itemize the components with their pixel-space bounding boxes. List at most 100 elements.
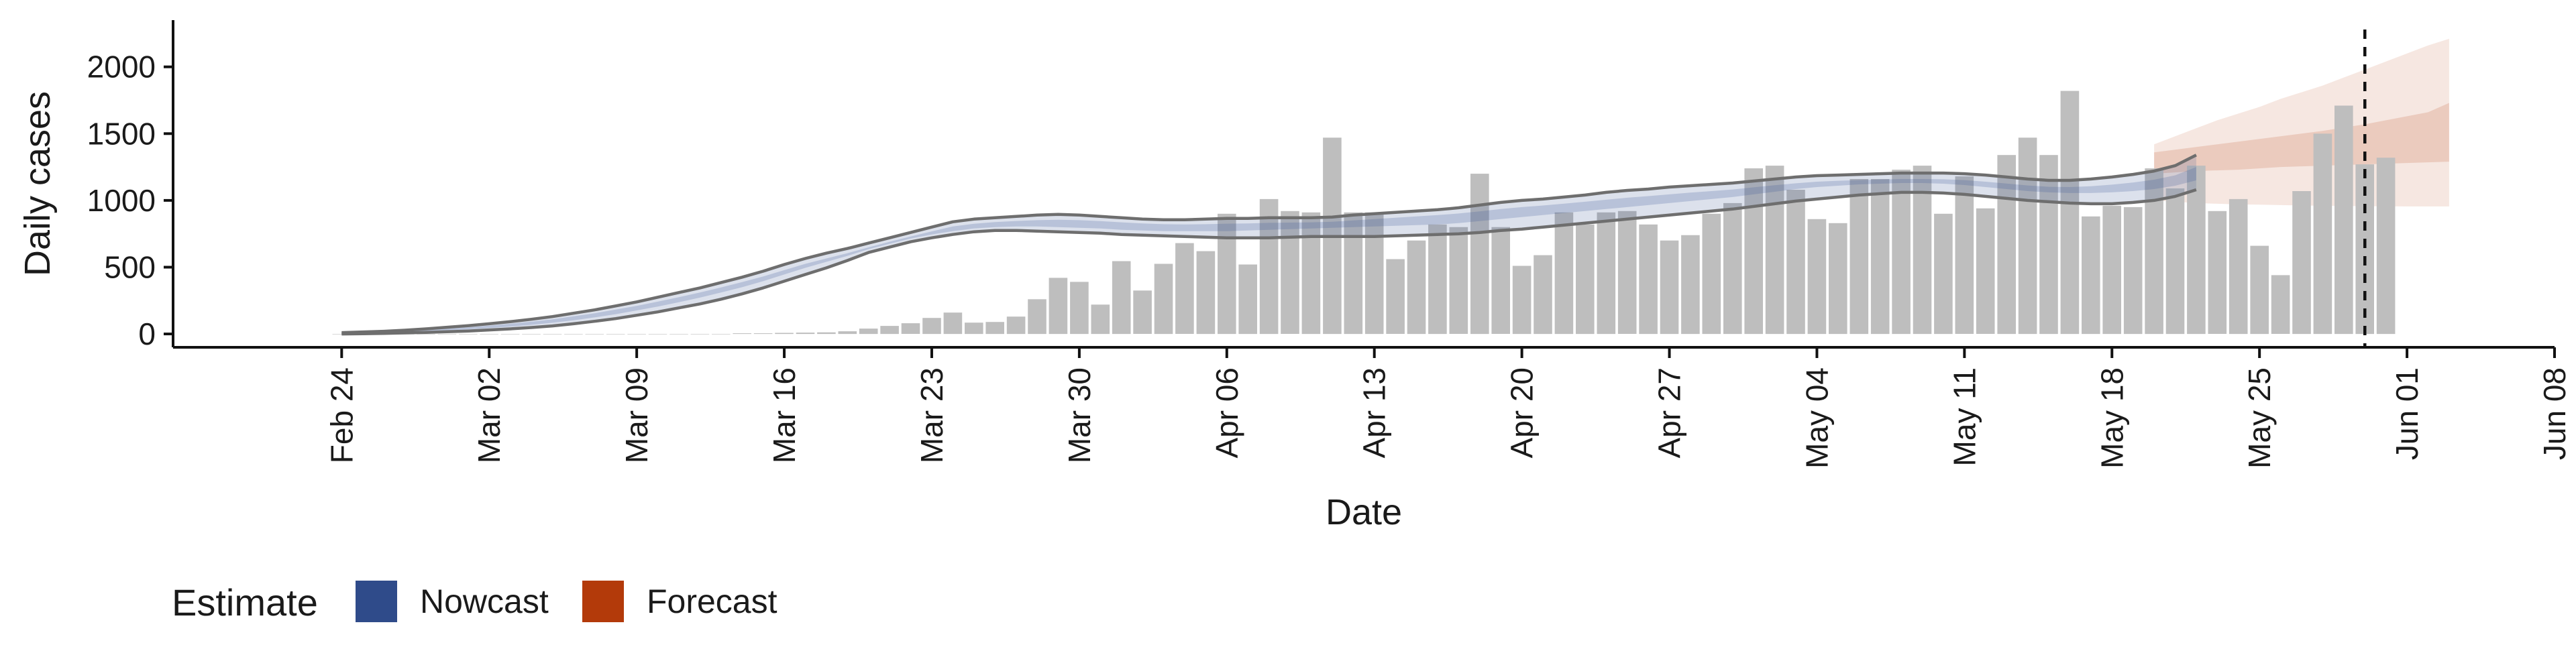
case-bar xyxy=(1428,224,1447,335)
case-bar xyxy=(2082,216,2100,335)
case-bar xyxy=(522,334,541,335)
legend-title: Estimate xyxy=(172,581,318,624)
case-bar xyxy=(1723,202,1742,335)
case-bar xyxy=(1702,213,1721,335)
case-bar xyxy=(1281,211,1299,334)
case-bar xyxy=(2229,198,2248,335)
x-tick-label: Mar 09 xyxy=(619,367,654,463)
legend-key-nowcast xyxy=(356,581,397,622)
case-bar xyxy=(943,312,963,335)
x-tick-label: May 18 xyxy=(2094,367,2129,469)
case-bar xyxy=(459,334,478,335)
case-bar xyxy=(1028,299,1046,335)
case-bar xyxy=(1259,198,1279,335)
case-bar xyxy=(2123,207,2143,335)
case-bar xyxy=(1218,213,1236,335)
legend-label: Forecast xyxy=(647,583,777,620)
case-bar xyxy=(838,331,857,335)
case-bar xyxy=(901,323,920,334)
case-bar xyxy=(1870,179,1890,335)
case-bar xyxy=(753,333,773,335)
case-bar xyxy=(1238,264,1257,335)
case-bar xyxy=(1049,278,1068,335)
case-bar xyxy=(2187,166,2206,335)
case-bar xyxy=(1934,213,1953,335)
case-bar xyxy=(1133,290,1152,334)
case-bar xyxy=(1976,208,1995,334)
case-bar xyxy=(1554,212,1574,335)
case-bar xyxy=(1765,166,1784,335)
y-tick-label: 0 xyxy=(138,316,156,351)
case-bar xyxy=(859,329,878,335)
x-tick-label: Apr 27 xyxy=(1652,367,1687,459)
y-axis-title: Daily cases xyxy=(17,91,58,276)
legend-key-forecast xyxy=(582,581,624,622)
case-bar xyxy=(2292,191,2311,335)
case-bar xyxy=(2060,91,2080,335)
case-bar xyxy=(1386,259,1405,334)
case-bar xyxy=(480,334,498,335)
case-bar xyxy=(417,334,435,335)
x-tick-label: Apr 06 xyxy=(1210,367,1244,459)
case-bar xyxy=(1301,212,1321,335)
case-bar xyxy=(965,322,983,335)
case-bar xyxy=(1681,235,1700,335)
x-tick-label: Mar 16 xyxy=(767,367,802,463)
x-tick-label: May 25 xyxy=(2242,367,2277,469)
case-bar xyxy=(1364,212,1384,335)
case-bar xyxy=(2376,158,2396,335)
case-bar xyxy=(1196,251,1216,335)
x-axis-title: Date xyxy=(1326,492,1402,532)
case-bar xyxy=(922,318,941,335)
x-tick-label: Apr 20 xyxy=(1505,367,1540,459)
case-bar xyxy=(1807,219,1827,335)
case-bar xyxy=(2165,188,2185,335)
case-bar xyxy=(1576,224,1595,335)
x-tick-label: Jun 08 xyxy=(2537,367,2572,460)
x-tick-label: Mar 02 xyxy=(472,367,506,463)
y-tick-label: 2000 xyxy=(87,50,156,84)
case-bar xyxy=(585,334,604,335)
x-tick-label: Mar 23 xyxy=(914,367,949,463)
case-bar xyxy=(564,334,583,335)
case-bar xyxy=(627,334,646,335)
nowcast-outer-band xyxy=(341,155,2196,335)
case-bar xyxy=(1512,266,1532,335)
case-bar xyxy=(606,334,625,335)
case-bar xyxy=(1744,168,1763,335)
nowcast-upper-line xyxy=(341,154,2197,335)
x-tick-label: Feb 24 xyxy=(324,367,359,463)
case-bar xyxy=(2018,137,2037,335)
case-bar xyxy=(669,334,688,335)
case-bar xyxy=(733,333,751,335)
case-bar xyxy=(1449,227,1468,334)
y-tick-label: 1000 xyxy=(87,183,156,218)
case-bar xyxy=(1955,176,1974,334)
case-bar xyxy=(1534,255,1552,335)
case-bar xyxy=(1070,282,1089,335)
x-tick-label: May 11 xyxy=(1947,367,1982,466)
case-bar xyxy=(648,334,667,335)
case-bar xyxy=(775,333,794,335)
case-bar xyxy=(1660,240,1679,335)
case-bar xyxy=(2208,211,2227,334)
case-bar xyxy=(1597,212,1616,335)
case-bar xyxy=(2039,155,2058,335)
case-bar xyxy=(332,334,352,335)
case-bar xyxy=(1091,304,1110,335)
case-bar xyxy=(1892,170,1911,335)
x-tick-label: Apr 13 xyxy=(1357,367,1392,459)
case-bar xyxy=(1829,223,1847,335)
case-bar xyxy=(1407,240,1426,335)
y-tick-label: 1500 xyxy=(87,116,156,151)
legend-label: Nowcast xyxy=(420,583,549,620)
x-tick-label: Mar 30 xyxy=(1062,367,1097,463)
y-tick-label: 500 xyxy=(104,249,156,284)
case-bar xyxy=(2313,133,2332,335)
case-bar xyxy=(1175,243,1194,334)
case-bar xyxy=(2250,245,2269,335)
x-tick-label: Jun 01 xyxy=(2390,367,2424,460)
nowcast-lower-line xyxy=(341,188,2197,336)
